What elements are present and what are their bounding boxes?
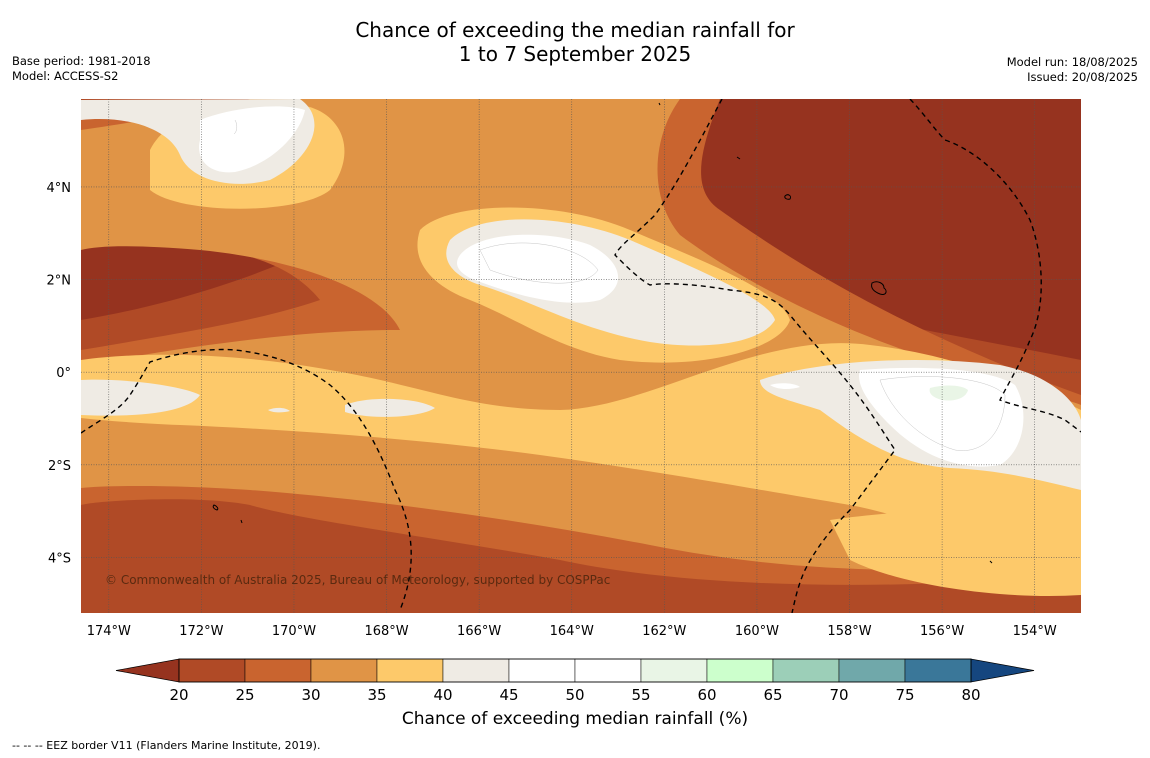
colorbar-tick-label: 75 xyxy=(895,686,914,700)
colorbar-segment xyxy=(310,658,378,683)
map-title-line1: Chance of exceeding the median rainfall … xyxy=(355,18,795,42)
model-label: Model: ACCESS-S2 xyxy=(12,69,119,83)
lat-tick-label: 2°N xyxy=(47,274,72,289)
colorbar-segment xyxy=(838,658,906,683)
colorbar-tick-label: 70 xyxy=(829,686,848,700)
lon-tick-label: 156°W xyxy=(920,624,964,639)
colorbar-tick-label: 20 xyxy=(169,686,188,700)
colorbar-segment xyxy=(706,658,774,683)
colorbar-segment xyxy=(508,658,576,683)
map-title-line2: 1 to 7 September 2025 xyxy=(458,42,692,66)
map-title: Chance of exceeding the median rainfall … xyxy=(0,18,1150,66)
island-coastlines xyxy=(212,102,993,564)
colorbar-tick-label: 65 xyxy=(763,686,782,700)
rainfall-map: © Commonwealth of Australia 2025, Bureau… xyxy=(47,99,1081,700)
colorbar-segment xyxy=(640,658,708,683)
lon-tick-label: 158°W xyxy=(827,624,871,639)
lon-tick-label: 154°W xyxy=(1013,624,1057,639)
colorbar-tick-label: 55 xyxy=(631,686,650,700)
lon-tick-label: 168°W xyxy=(364,624,408,639)
lon-tick-label: 174°W xyxy=(87,624,131,639)
lon-tick-label: 164°W xyxy=(550,624,594,639)
colorbar-tick-label: 80 xyxy=(961,686,980,700)
lon-tick-label: 170°W xyxy=(272,624,316,639)
lon-tick-label: 160°W xyxy=(735,624,779,639)
lon-tick-label: 172°W xyxy=(179,624,223,639)
meta-right: Model run: 18/08/2025 Issued: 20/08/2025 xyxy=(1007,55,1138,85)
lat-tick-label: 0° xyxy=(56,366,71,381)
lon-tick-label: 162°W xyxy=(642,624,686,639)
lon-tick-label: 166°W xyxy=(457,624,501,639)
colorbar-segment xyxy=(244,658,312,683)
lat-tick-label: 4°S xyxy=(48,551,71,566)
colorbar-under-arrow xyxy=(115,658,180,683)
lat-tick-label: 4°N xyxy=(47,181,72,196)
colorbar-segment xyxy=(904,658,972,683)
colorbar-over-arrow xyxy=(970,658,1035,683)
latitude-tick-labels: 4°N 2°N 0° 2°S 4°S xyxy=(47,181,72,566)
colorbar-segment xyxy=(376,658,444,683)
colorbar-tick-label: 60 xyxy=(697,686,716,700)
model-run-label: Model run: 18/08/2025 xyxy=(1006,55,1138,69)
copyright-text: © Commonwealth of Australia 2025, Bureau… xyxy=(105,573,610,587)
colorbar-title: Chance of exceeding median rainfall (%) xyxy=(401,709,749,729)
colorbar-tick-label: 40 xyxy=(433,686,452,700)
colorbar: 20 25 30 35 40 45 50 55 60 65 70 75 80 xyxy=(115,658,1035,700)
lat-tick-label: 2°S xyxy=(48,459,71,474)
graticule xyxy=(81,99,1081,613)
colorbar-segment xyxy=(772,658,840,683)
eez-border-lines xyxy=(81,99,1081,613)
colorbar-segment xyxy=(574,658,642,683)
colorbar-tick-label: 25 xyxy=(235,686,254,700)
eez-footnote: -- -- -- EEZ border V11 (Flanders Marine… xyxy=(12,739,321,752)
colorbar-tick-label: 35 xyxy=(367,686,386,700)
colorbar-segment xyxy=(442,658,510,683)
longitude-tick-labels: 174°W 172°W 170°W 168°W 166°W 164°W 162°W 160°W… xyxy=(87,624,1057,639)
colorbar-tick-label: 45 xyxy=(499,686,518,700)
issued-label: Issued: 20/08/2025 xyxy=(1027,70,1138,84)
rainfall-field xyxy=(81,99,1081,613)
colorbar-tick-label: 50 xyxy=(565,686,584,700)
colorbar-frame xyxy=(178,658,972,683)
colorbar-segment xyxy=(178,658,246,683)
colorbar-tick-label: 30 xyxy=(301,686,320,700)
meta-left: Base period: 1981-2018 Model: ACCESS-S2 xyxy=(12,54,151,84)
base-period-label: Base period: 1981-2018 xyxy=(12,54,151,68)
